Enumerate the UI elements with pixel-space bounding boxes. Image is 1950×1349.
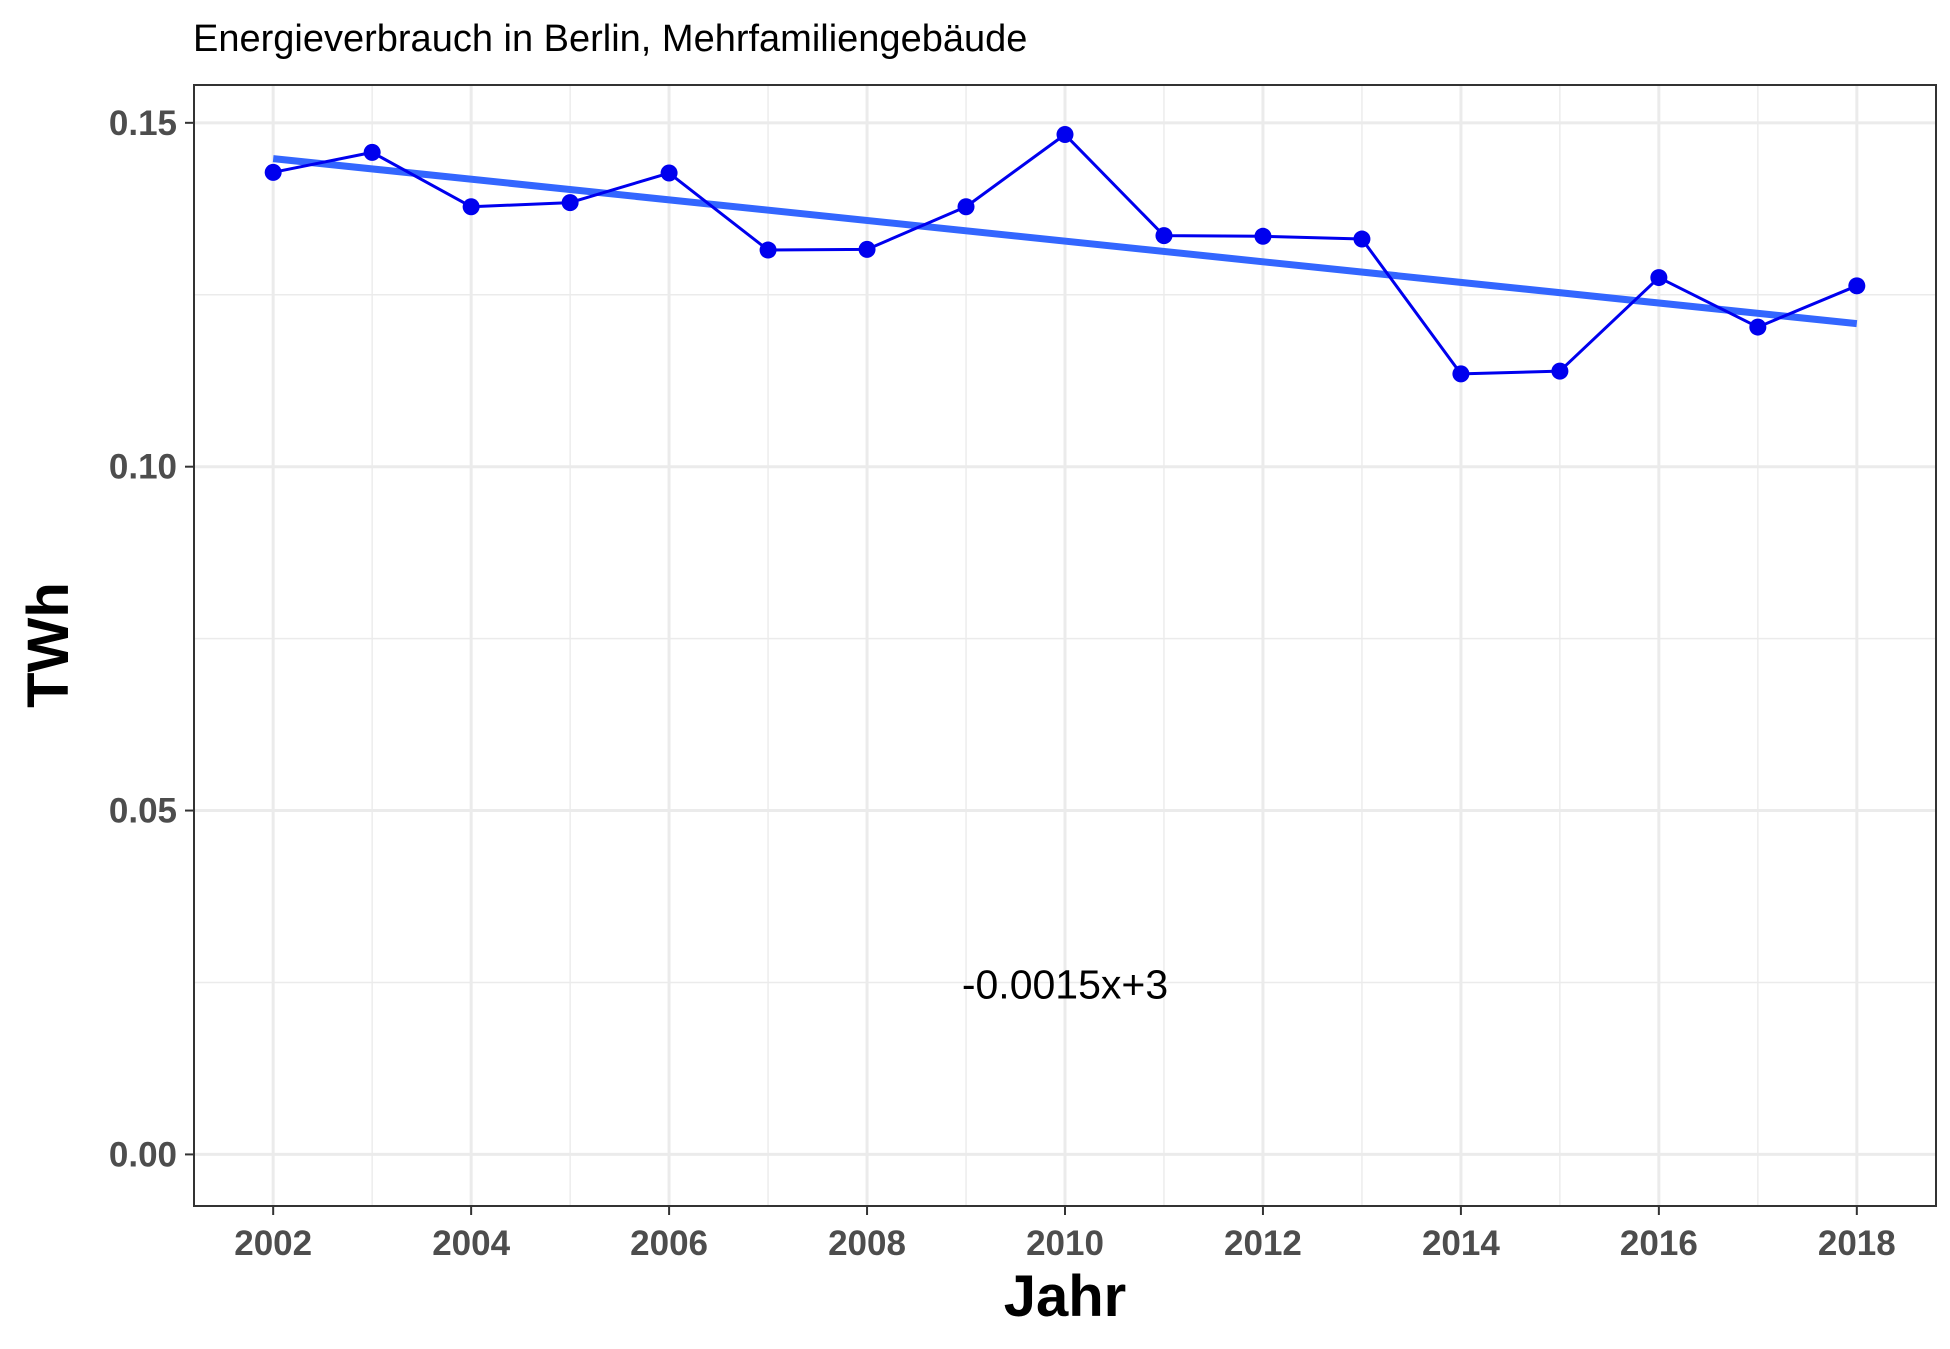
data-point [264, 163, 282, 181]
data-point [363, 143, 381, 161]
series-layer [264, 126, 1866, 383]
data-point [561, 194, 579, 212]
x-tick-label: 2006 [630, 1224, 708, 1263]
data-point [1452, 365, 1470, 383]
x-tick-label: 2002 [234, 1224, 312, 1263]
trend-layer [272, 155, 1858, 328]
y-tick-label: 0.15 [109, 104, 177, 143]
x-tick-label: 2014 [1422, 1224, 1500, 1263]
x-tick-label: 2016 [1620, 1224, 1698, 1263]
x-tick-label: 2012 [1224, 1224, 1302, 1263]
trend-equation: -0.0015x+3 [962, 962, 1168, 1008]
data-point [957, 198, 975, 216]
trend-line [272, 155, 1858, 328]
y-axis-ticks: 0.00 0.05 0.10 0.15 [109, 104, 194, 1174]
x-axis-title: Jahr [1004, 1264, 1127, 1329]
data-point [1254, 227, 1272, 245]
data-point [660, 164, 678, 182]
y-tick-label: 0.05 [109, 792, 177, 831]
x-axis-ticks: 2002 2004 2006 2008 2010 2012 2014 2016 2018 [234, 1206, 1896, 1263]
data-point [1155, 227, 1173, 245]
x-tick-label: 2018 [1818, 1224, 1896, 1263]
x-tick-label: 2010 [1026, 1224, 1104, 1263]
y-tick-label: 0.10 [109, 448, 177, 487]
x-tick-label: 2008 [828, 1224, 906, 1263]
x-tick-label: 2004 [432, 1224, 510, 1263]
data-point [1749, 318, 1767, 336]
data-point [1551, 362, 1569, 380]
chart-title: Energieverbrauch in Berlin, Mehrfamilien… [193, 18, 1027, 60]
data-point [1056, 126, 1074, 144]
data-point [1353, 230, 1371, 248]
grid-major [194, 85, 1936, 1206]
data-point [462, 198, 480, 216]
y-axis-title: TWh [16, 582, 81, 708]
y-tick-label: 0.00 [109, 1135, 177, 1174]
data-point [1650, 269, 1668, 287]
data-point [1848, 277, 1866, 295]
data-point [858, 240, 876, 258]
data-point [759, 241, 777, 259]
